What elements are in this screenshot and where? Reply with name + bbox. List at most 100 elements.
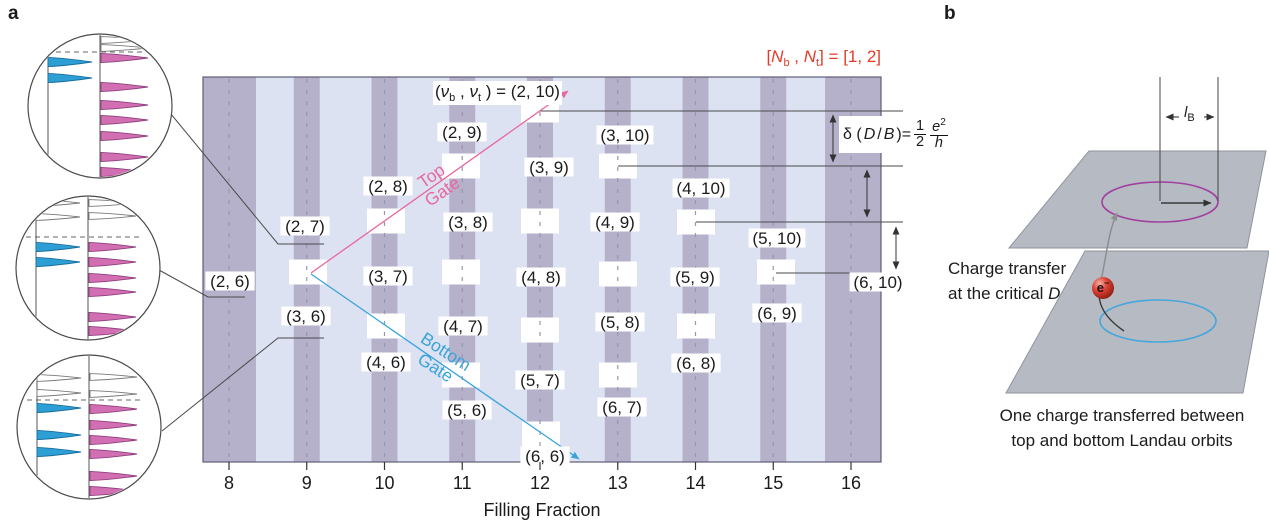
state-label-box xyxy=(670,267,720,287)
state-label-4-8: (4, 8) xyxy=(521,268,561,287)
landau-level-peak xyxy=(88,311,137,323)
landau-level-peak xyxy=(35,256,81,268)
state-label-2-6: (2, 6) xyxy=(210,272,250,291)
bottom-landau-orbit xyxy=(1099,299,1217,343)
state-label-box xyxy=(516,267,566,287)
state-label-box xyxy=(596,125,654,145)
axis-tick-label: 12 xyxy=(530,473,550,493)
state-label-box xyxy=(590,212,640,232)
state-label-3-8: (3, 8) xyxy=(448,213,488,232)
state-label-box xyxy=(361,352,411,372)
nu-pair-equation: (νb , νt ) = (2, 10) xyxy=(433,81,562,106)
dos-inset-content xyxy=(27,356,143,498)
state-label-box xyxy=(595,312,645,332)
transition-square xyxy=(757,259,795,285)
landau-level-peak xyxy=(100,166,149,177)
bottom-gate-line xyxy=(310,273,580,460)
state-label-box xyxy=(280,216,330,236)
landau-level-peak xyxy=(89,373,138,381)
landau-level-peak xyxy=(35,241,81,253)
panel-b-letter: b xyxy=(944,3,956,24)
inset-connector-line xyxy=(158,269,245,298)
landau-level-peak xyxy=(88,272,137,284)
state-label-2-8: (2, 8) xyxy=(368,177,408,196)
state-label-6-10: (6, 10) xyxy=(853,273,902,292)
landau-level-peak xyxy=(36,389,82,397)
panel-a-letter: a xyxy=(8,3,19,24)
axis-tick-label: 8 xyxy=(224,473,234,493)
state-label-2-9: (2, 9) xyxy=(442,123,482,142)
landau-level-peak xyxy=(88,241,137,253)
state-label-6-7: (6, 7) xyxy=(602,398,642,417)
state-label-5-10: (5, 10) xyxy=(752,229,801,248)
landau-level-peak xyxy=(89,403,138,415)
state-label-6-8: (6, 8) xyxy=(676,354,716,373)
state-label-3-7: (3, 7) xyxy=(368,267,408,286)
transition-square xyxy=(442,362,480,388)
inset-connector-line xyxy=(161,337,324,432)
state-label-box xyxy=(752,303,802,323)
state-label-box xyxy=(524,157,574,177)
state-label-4-10: (4, 10) xyxy=(676,179,725,198)
fraction-e2-h: e2 h xyxy=(930,117,948,152)
landau-level-peak xyxy=(100,99,149,111)
top-gate-line xyxy=(310,90,569,274)
state-label-box xyxy=(442,400,492,420)
landau-level-peak xyxy=(36,374,82,382)
landau-level-peak xyxy=(36,429,82,441)
landau-level-peak xyxy=(89,470,138,482)
charge-transfer-path-upper xyxy=(1100,212,1118,281)
state-label-box xyxy=(515,370,565,390)
dos-inset-content xyxy=(26,197,142,339)
state-label-box xyxy=(671,353,721,373)
landau-level-peak xyxy=(47,72,93,84)
state-label-box xyxy=(438,316,488,336)
axis-tick-label: 11 xyxy=(453,473,472,493)
x-axis-title: Filling Fraction xyxy=(483,500,601,520)
state-label-3-10: (3, 10) xyxy=(600,126,649,145)
state-label-4-6: (4, 6) xyxy=(366,353,406,372)
state-label-6-9: (6, 9) xyxy=(757,304,797,323)
state-label-5-7: (5, 7) xyxy=(520,371,560,390)
state-label-3-9: (3, 9) xyxy=(529,158,569,177)
axis-tick-label: 14 xyxy=(685,473,705,493)
axis-tick-label: 13 xyxy=(608,473,628,493)
state-label-5-9: (5, 9) xyxy=(675,268,715,287)
landau-level-peak xyxy=(100,36,149,44)
state-label-box xyxy=(597,397,647,417)
dos-inset-content xyxy=(38,35,154,177)
state-label-2-7: (2, 7) xyxy=(285,217,325,236)
landau-level-peak xyxy=(88,286,137,298)
electron-sphere xyxy=(1092,277,1114,299)
landau-level-peak xyxy=(88,212,137,220)
landau-level-peak xyxy=(36,446,82,458)
axis-tick-label: 16 xyxy=(841,473,861,493)
axis-tick-label: 9 xyxy=(302,473,312,493)
state-label-5-8: (5, 8) xyxy=(600,313,640,332)
transition-square xyxy=(442,259,480,285)
panel-b-caption: One charge transferred between top and b… xyxy=(999,406,1245,450)
landau-level-peak xyxy=(100,52,149,64)
state-label-4-7: (4, 7) xyxy=(443,317,483,336)
state-label-box xyxy=(443,212,493,232)
landau-index-note: [Nb , Nt] = [1, 2] xyxy=(766,47,881,69)
state-label-box xyxy=(281,306,331,326)
state-label-5-6: (5, 6) xyxy=(447,401,487,420)
state-label-6-6: (6, 6) xyxy=(525,447,565,466)
landau-level-peak xyxy=(47,56,93,68)
state-label-box xyxy=(437,122,487,142)
state-label-box xyxy=(748,228,806,248)
landau-level-peak xyxy=(100,114,149,126)
landau-level-peak xyxy=(89,448,138,460)
state-label-3-6: (3, 6) xyxy=(286,307,326,326)
axis-tick-label: 10 xyxy=(374,473,394,493)
transition-square xyxy=(599,261,637,287)
landau-level-peak xyxy=(88,256,137,268)
state-label-box xyxy=(849,272,907,292)
state-label-box xyxy=(363,176,413,196)
landau-level-peak xyxy=(36,402,82,414)
